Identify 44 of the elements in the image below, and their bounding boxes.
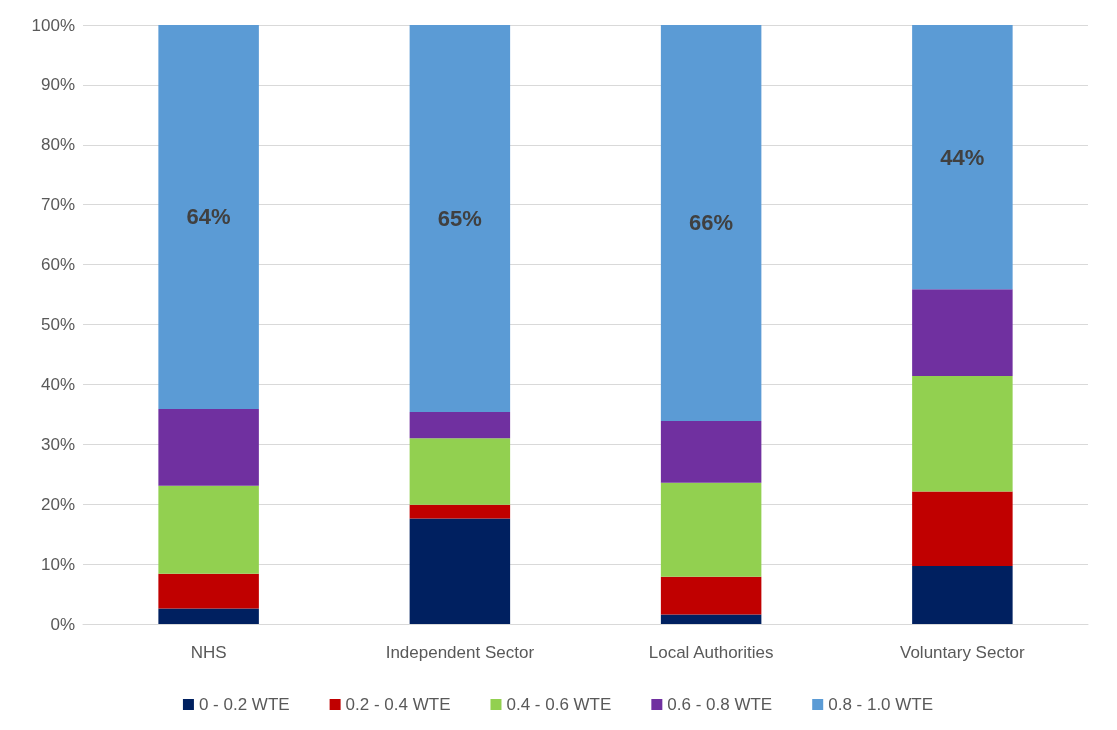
bar <box>912 565 1013 624</box>
data-label: 65% <box>437 205 482 231</box>
bar <box>409 518 511 624</box>
y-tick-label: 20% <box>40 494 75 514</box>
x-tick-label: Independent Sector <box>385 643 535 662</box>
bar <box>409 438 511 505</box>
bar <box>912 376 1013 492</box>
y-tick-label: 70% <box>40 195 75 215</box>
legend-label: 0.2 - 0.4 WTE <box>345 695 451 714</box>
bar <box>158 408 259 486</box>
y-tick-label: 10% <box>40 554 75 574</box>
legend-label: 0.8 - 1.0 WTE <box>828 695 934 714</box>
bar <box>409 411 511 439</box>
x-tick-label: NHS <box>190 643 227 662</box>
legend-label: 0.6 - 0.8 WTE <box>667 695 773 714</box>
bar <box>660 25 762 421</box>
y-tick-label: 40% <box>40 374 75 394</box>
x-tick-label: Local Authorities <box>648 643 774 662</box>
bar <box>660 420 762 483</box>
y-tick-label: 0% <box>50 614 75 634</box>
data-label: 44% <box>940 144 985 170</box>
legend-label: 0 - 0.2 WTE <box>198 695 290 714</box>
y-tick-label: 80% <box>40 135 75 155</box>
bar <box>158 608 259 624</box>
bar <box>660 482 762 577</box>
bar <box>912 289 1013 377</box>
y-tick-label: 90% <box>40 75 75 95</box>
bar <box>158 485 259 574</box>
bar <box>158 573 259 609</box>
bar <box>912 25 1013 290</box>
y-tick-label: 100% <box>31 15 75 35</box>
bar <box>660 576 762 615</box>
x-tick-label: Voluntary Sector <box>900 643 1026 662</box>
bar <box>912 491 1013 566</box>
legend-label: 0.4 - 0.6 WTE <box>506 695 612 714</box>
data-label: 64% <box>186 204 231 230</box>
bar <box>660 614 762 624</box>
y-tick-label: 30% <box>40 434 75 454</box>
y-tick-label: 50% <box>40 315 75 334</box>
bar <box>409 504 511 519</box>
y-tick-label: 60% <box>40 255 75 275</box>
bar <box>409 25 511 412</box>
bar <box>158 25 259 409</box>
data-label: 66% <box>689 210 734 236</box>
